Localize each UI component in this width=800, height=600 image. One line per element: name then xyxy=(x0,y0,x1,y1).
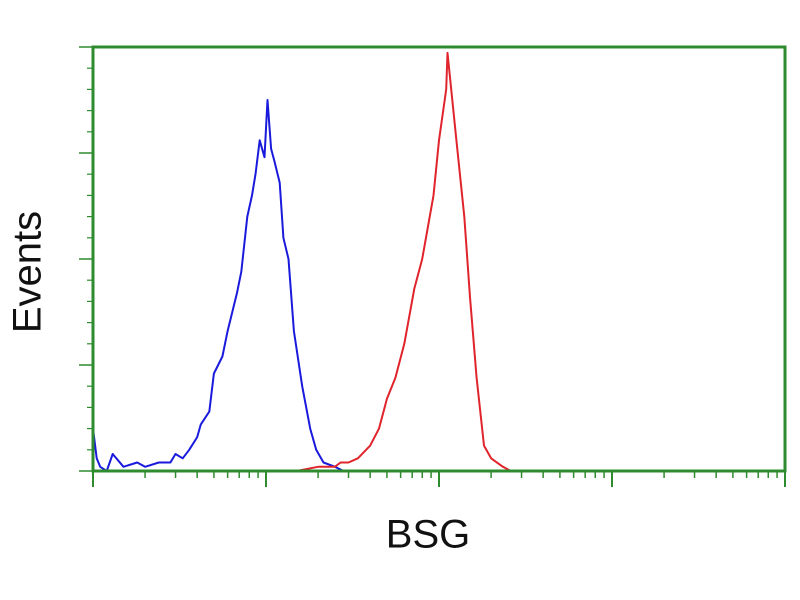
histogram-series xyxy=(92,51,512,472)
y-axis-label: Events xyxy=(5,210,50,334)
x-axis-label: BSG xyxy=(385,512,471,557)
bsg-histogram-line xyxy=(296,51,512,472)
plot-frame xyxy=(91,45,787,473)
axis-ticks xyxy=(79,46,786,487)
control-histogram-line xyxy=(92,99,344,472)
